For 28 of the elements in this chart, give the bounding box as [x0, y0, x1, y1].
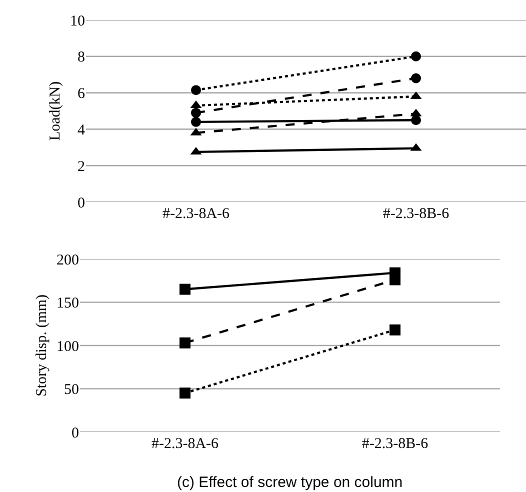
point: [411, 51, 421, 62]
x-tick-label: #-2.3-8B-6: [382, 206, 450, 222]
y-axis-title: Story disp. (mm): [34, 294, 50, 397]
point: [390, 324, 400, 336]
y-tick-label: 50: [64, 382, 79, 398]
point: [180, 284, 190, 295]
y-axis-title: Load(kN): [47, 81, 64, 141]
point: [191, 116, 201, 127]
point: [411, 73, 421, 84]
x-tick-label: #-2.3-8B-6: [362, 436, 429, 452]
point: [180, 337, 190, 348]
y-tick-label: 0: [72, 425, 79, 442]
x-tick-label: #-2.3-8A-6: [151, 436, 220, 452]
y-tick-label: 8: [78, 50, 85, 66]
y-tick-label: 100: [56, 338, 79, 355]
x-tick-label: #-2.3-8A-6: [162, 206, 230, 222]
y-tick-label: 200: [56, 252, 79, 268]
point: [191, 85, 201, 96]
y-tick-label: 150: [56, 296, 79, 312]
y-tick-label: 2: [78, 158, 85, 175]
point: [191, 108, 201, 118]
y-tick-label: 10: [70, 13, 85, 30]
point: [411, 115, 421, 126]
y-tick-label: 4: [78, 122, 86, 138]
y-tick-label: 6: [78, 86, 86, 102]
text: (c) Effect of screw type on column: [177, 474, 403, 491]
point: [180, 388, 190, 399]
y-tick-label: 0: [78, 195, 85, 212]
